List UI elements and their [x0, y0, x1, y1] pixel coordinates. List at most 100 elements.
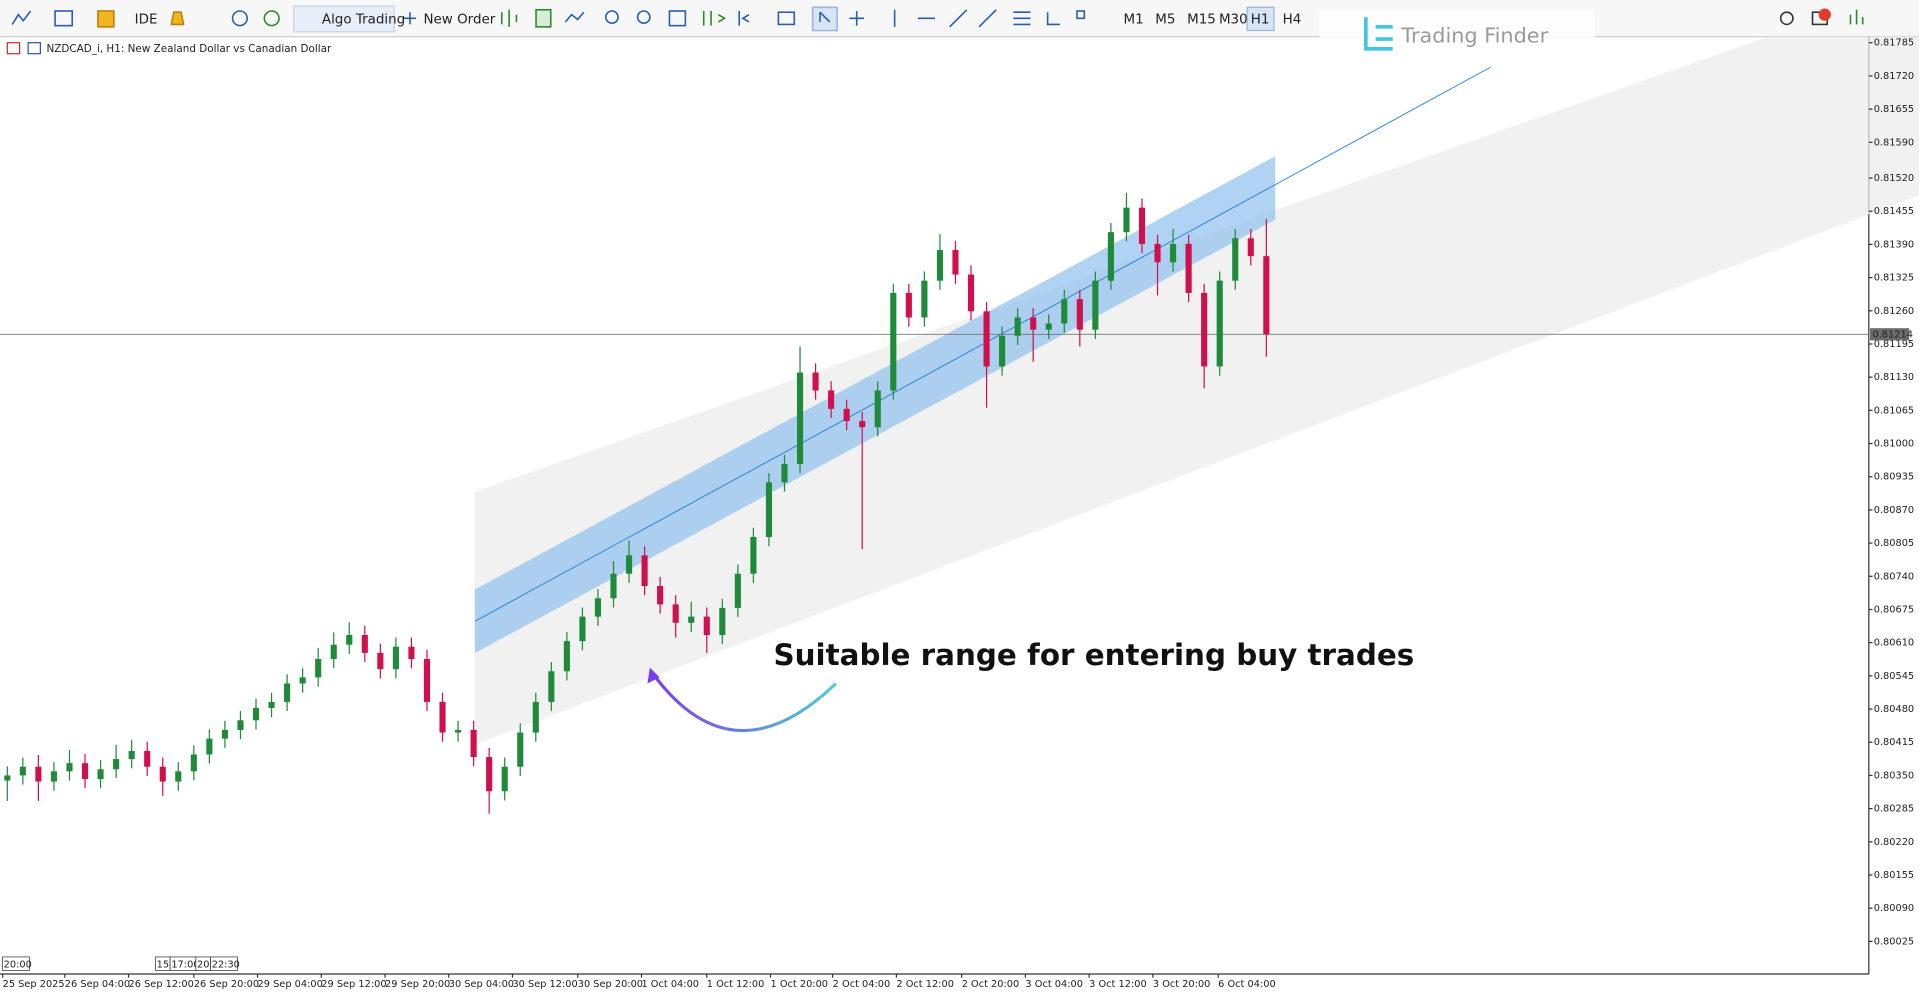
candle-body [97, 769, 104, 779]
timeframe[interactable]: M15 [1187, 13, 1216, 28]
templates-icon[interactable] [54, 10, 74, 27]
candle-body [781, 463, 788, 483]
plot: 0.81785 0.81720 0.81655 0.81590 0.81520 0.814… [0, 38, 1914, 990]
candle-body [128, 750, 135, 760]
cloud-icon[interactable] [231, 10, 249, 27]
candle-body [113, 759, 120, 770]
zoom-in-icon[interactable] [605, 10, 619, 24]
candle-body [252, 708, 260, 721]
lock-icon[interactable] [170, 11, 185, 26]
candle-body [1232, 238, 1239, 281]
shapes-icon[interactable] [1076, 10, 1086, 20]
x-tick-label: 2 Oct 04:00 [833, 979, 891, 990]
annotation-arrow [653, 675, 837, 733]
candle-body [1076, 299, 1083, 330]
cursor-icon[interactable] [819, 11, 831, 23]
chart-type-icon[interactable] [11, 10, 32, 25]
line-chart-icon[interactable] [564, 11, 585, 23]
algo-trading-button[interactable] [293, 5, 395, 33]
y-tick-label: 0.81195 [1874, 339, 1914, 350]
x-tick-label: 1 Oct 04:00 [641, 979, 699, 990]
candle-body [1045, 323, 1052, 330]
candle-body [501, 766, 508, 792]
x-tick-label: 29 Sep 12:00 [321, 979, 386, 990]
toolbar-item[interactable]: Algo Trading [322, 13, 405, 28]
autoscroll-icon[interactable] [702, 10, 727, 26]
plus-icon[interactable] [403, 12, 417, 25]
chart-title: NZDCAD_i, H1: New Zealand Dollar vs Cana… [47, 43, 332, 55]
candle-body [206, 738, 213, 755]
y-tick-label: 0.81065 [1874, 405, 1914, 416]
x-tick-label: 1 Oct 12:00 [707, 979, 765, 990]
candle-body [517, 732, 524, 767]
candle-body [719, 607, 726, 636]
active-timeframe [1246, 6, 1275, 32]
candle-body [796, 372, 804, 464]
timeframes: M1 M5 M15 M30 H1 H4 [1123, 6, 1302, 32]
timeframe[interactable]: M30 [1219, 13, 1248, 28]
y-tick-label: 0.81455 [1874, 206, 1914, 217]
bars-icon[interactable] [500, 9, 518, 27]
cursor-button[interactable] [811, 6, 838, 32]
candle-body [190, 754, 197, 772]
annotation-arrowhead [647, 667, 660, 684]
candle-body [999, 335, 1006, 367]
y-tick-label: 0.81720 [1874, 71, 1914, 82]
chart-icon [27, 42, 41, 55]
candle-body [361, 635, 368, 653]
y-tick-label: 0.80415 [1874, 737, 1914, 748]
candle-body [672, 604, 679, 623]
y-tick-label: 0.80545 [1874, 671, 1914, 682]
x-tick-label: 6 Oct 04:00 [1218, 979, 1276, 990]
candle-body [1092, 280, 1099, 330]
candle-body [1123, 207, 1130, 233]
shift-icon[interactable] [738, 10, 750, 26]
candle-body [1247, 238, 1254, 257]
channel-midline [474, 66, 1491, 622]
y-tick-label: 0.80675 [1874, 604, 1914, 615]
crosshair-icon[interactable] [849, 10, 865, 26]
x-tick-label: 26 Sep 12:00 [129, 979, 194, 990]
candle-body [1030, 317, 1037, 330]
grid-icon[interactable] [668, 10, 687, 27]
zoom-out-icon[interactable] [636, 10, 651, 24]
toolbar-item[interactable]: New Order [423, 13, 495, 28]
y-tick-label: 0.81000 [1874, 439, 1914, 450]
candle-body [890, 292, 897, 391]
candle-body [843, 408, 850, 422]
timeframe[interactable]: H4 [1283, 13, 1302, 28]
screenshot-icon[interactable] [777, 11, 796, 26]
candles-icon[interactable] [535, 8, 552, 28]
watermark-logo [1363, 17, 1393, 51]
candle-body [688, 616, 695, 623]
notification-badge [1818, 8, 1831, 21]
candle-body [594, 598, 602, 617]
candle-body [455, 729, 462, 733]
candle-body [439, 701, 446, 733]
time-marker: 15: [157, 959, 173, 970]
signal-icon[interactable] [1849, 9, 1864, 25]
candle-body [1185, 243, 1192, 293]
candle-body [983, 311, 990, 367]
candle-body [1201, 292, 1208, 367]
market-icon[interactable] [97, 10, 115, 28]
timeframe[interactable]: M5 [1155, 13, 1175, 28]
x-tick-label: 2 Oct 12:00 [896, 979, 954, 990]
toolbar-item[interactable]: IDE [135, 13, 158, 28]
candle-body [1154, 243, 1161, 263]
candle-body [936, 250, 943, 281]
y-tick-label: 0.81325 [1874, 273, 1914, 284]
candle-body [66, 763, 73, 772]
x-tick-label: 1 Oct 20:00 [771, 979, 829, 990]
candle-body [377, 652, 384, 670]
candle-body [1216, 280, 1223, 367]
candle-body [237, 720, 244, 730]
drawing-tools[interactable] [893, 9, 1060, 28]
timeframe[interactable]: M1 [1123, 13, 1143, 28]
x-tick-label: 25 Sep 2025 [3, 979, 65, 990]
time-marker: 22:30 [212, 959, 240, 970]
vps-icon[interactable] [263, 10, 280, 27]
search-icon[interactable] [1779, 11, 1794, 26]
timeframe[interactable]: H1 [1251, 13, 1270, 28]
candle-body [35, 766, 42, 782]
